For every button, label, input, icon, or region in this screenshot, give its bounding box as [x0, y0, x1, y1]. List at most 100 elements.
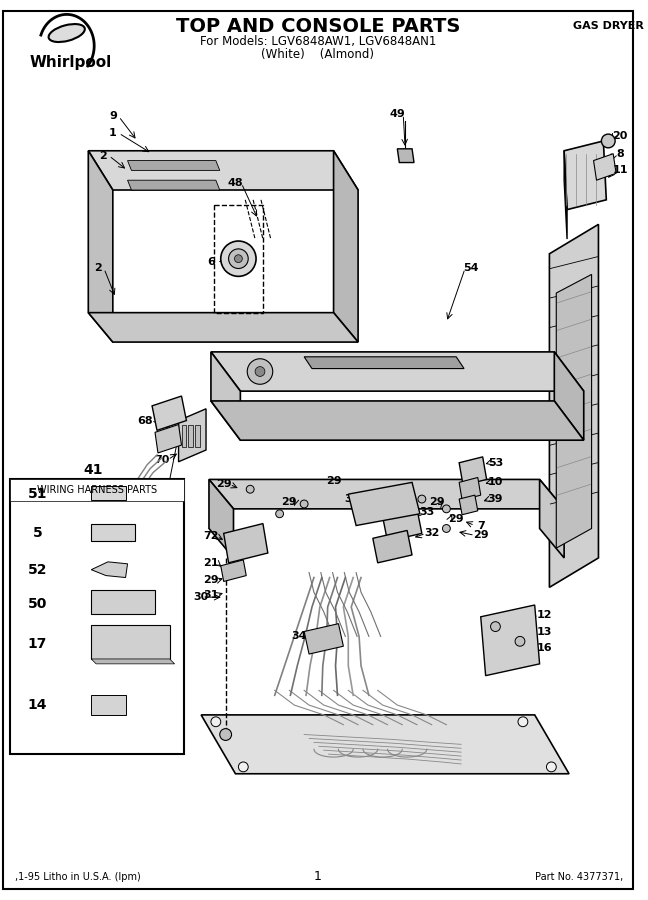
Circle shape [221, 241, 256, 276]
Circle shape [601, 134, 615, 148]
Text: ,1-95 Litho in U.S.A. (lpm): ,1-95 Litho in U.S.A. (lpm) [15, 872, 141, 882]
Circle shape [418, 495, 426, 503]
Circle shape [443, 525, 450, 533]
Text: Whirlpool: Whirlpool [30, 55, 111, 70]
Text: WIRING HARNESS PARTS: WIRING HARNESS PARTS [37, 485, 157, 495]
Polygon shape [459, 495, 478, 515]
Text: 29: 29 [282, 497, 297, 507]
Text: 31: 31 [203, 590, 218, 600]
Polygon shape [91, 562, 128, 578]
Text: 54: 54 [463, 264, 479, 274]
Text: 52: 52 [27, 562, 47, 577]
Text: 29: 29 [203, 575, 219, 586]
Text: 14: 14 [27, 698, 47, 712]
Text: 50: 50 [28, 597, 47, 611]
Circle shape [518, 717, 528, 726]
Polygon shape [224, 524, 268, 562]
Text: 29: 29 [326, 476, 341, 486]
Polygon shape [481, 605, 540, 676]
Polygon shape [459, 457, 487, 485]
Polygon shape [382, 508, 422, 541]
Text: (White)    (Almond): (White) (Almond) [261, 48, 375, 61]
Circle shape [546, 762, 556, 772]
Text: 3: 3 [345, 494, 352, 504]
Text: 13: 13 [537, 626, 552, 636]
Polygon shape [88, 151, 358, 190]
Circle shape [443, 505, 450, 513]
Polygon shape [550, 224, 599, 588]
Bar [91, 524, 135, 541]
Polygon shape [564, 141, 607, 210]
Bar [10, 480, 185, 501]
Text: 6: 6 [207, 256, 215, 266]
Text: 29: 29 [448, 514, 464, 524]
Text: 30: 30 [194, 592, 209, 602]
Text: 9: 9 [109, 112, 117, 122]
Text: 12: 12 [537, 610, 552, 620]
Polygon shape [221, 560, 246, 581]
Polygon shape [88, 312, 358, 342]
Circle shape [248, 359, 273, 384]
Text: 53: 53 [488, 458, 503, 468]
Polygon shape [91, 659, 174, 664]
Text: 49: 49 [389, 110, 405, 120]
Text: TOP AND CONSOLE PARTS: TOP AND CONSOLE PARTS [176, 17, 460, 36]
Text: 21: 21 [203, 558, 218, 568]
Text: 5: 5 [32, 526, 42, 540]
Polygon shape [155, 425, 181, 453]
Bar [181, 426, 187, 447]
Circle shape [255, 366, 265, 376]
Polygon shape [348, 482, 420, 526]
Text: 33: 33 [419, 507, 434, 517]
Text: For Models: LGV6848AW1, LGV6848AN1: For Models: LGV6848AW1, LGV6848AN1 [200, 35, 436, 49]
Bar [91, 625, 170, 659]
Polygon shape [179, 409, 206, 462]
Text: 10: 10 [488, 477, 503, 488]
Circle shape [275, 509, 284, 518]
Polygon shape [594, 154, 616, 180]
Text: 34: 34 [292, 632, 307, 642]
Circle shape [229, 249, 248, 268]
Text: 20: 20 [612, 131, 628, 141]
Circle shape [491, 622, 500, 632]
Text: 17: 17 [28, 637, 47, 652]
Circle shape [220, 729, 231, 741]
Text: 8: 8 [616, 148, 624, 158]
Polygon shape [397, 148, 414, 163]
Bar [195, 426, 200, 447]
Text: 2: 2 [99, 150, 107, 161]
Text: 68: 68 [137, 416, 153, 426]
Circle shape [235, 255, 242, 263]
Text: 72: 72 [203, 531, 218, 541]
Polygon shape [88, 151, 113, 342]
Text: 4: 4 [158, 436, 166, 446]
Bar [91, 696, 126, 715]
Bar [91, 590, 155, 614]
Polygon shape [211, 352, 240, 440]
Polygon shape [564, 151, 567, 239]
Circle shape [246, 485, 254, 493]
Polygon shape [152, 396, 187, 430]
Polygon shape [211, 352, 584, 392]
Polygon shape [373, 530, 412, 562]
Bar [10, 480, 185, 754]
Text: 70: 70 [154, 454, 170, 464]
Text: 32: 32 [424, 528, 439, 538]
Text: 11: 11 [612, 166, 628, 176]
Text: 29: 29 [429, 497, 445, 507]
Polygon shape [556, 274, 592, 548]
Bar [189, 426, 193, 447]
Ellipse shape [49, 24, 85, 42]
Text: 29: 29 [473, 530, 489, 540]
Text: 41: 41 [154, 484, 170, 494]
Polygon shape [128, 180, 220, 190]
Polygon shape [209, 480, 233, 558]
Text: 1: 1 [109, 128, 117, 138]
Text: 7: 7 [477, 520, 485, 530]
Polygon shape [554, 352, 584, 440]
Polygon shape [304, 356, 464, 369]
Text: 41: 41 [84, 463, 103, 477]
Polygon shape [209, 480, 564, 508]
Circle shape [300, 500, 308, 508]
Polygon shape [540, 480, 564, 558]
